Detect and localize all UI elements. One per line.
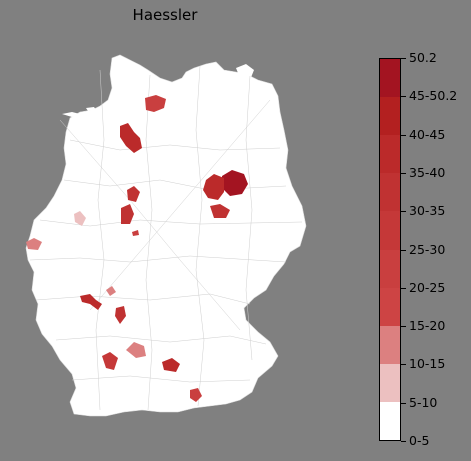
region-stuttgart-east [126, 342, 146, 358]
legend-swatch-35-40 [380, 135, 400, 174]
legend-tick [401, 402, 406, 404]
legend-swatch-30-35 [380, 173, 400, 212]
map-title: Haessler [132, 6, 198, 24]
region-frankfurt [106, 286, 116, 296]
legend-label-5-10: 5-10 [409, 394, 438, 410]
legend-label-30-35: 30-35 [409, 203, 446, 219]
region-allgaeu [190, 388, 202, 402]
region-berlin [222, 170, 248, 196]
region-aachen [26, 238, 42, 250]
baltic-islands [236, 64, 254, 80]
legend-label-40-45: 40-45 [409, 126, 446, 142]
region-ruhr-west [74, 211, 86, 226]
region-kiel [145, 95, 166, 112]
legend-label-15-20: 15-20 [409, 318, 446, 334]
legend-label-25-30: 25-30 [409, 241, 446, 257]
legend-label-35-40: 35-40 [409, 164, 446, 180]
north-sea-islands [62, 107, 96, 117]
legend-swatch-25-30 [380, 211, 400, 250]
legend-tick [401, 441, 406, 442]
legend-swatch-10-15 [380, 325, 400, 364]
region-brandenburg-south [210, 204, 230, 218]
legend-tick [401, 96, 406, 98]
legend-tick [401, 172, 406, 174]
region-kassel [121, 204, 134, 224]
region-hamburg [120, 123, 142, 153]
legend-tick [401, 58, 406, 59]
region-augsburg [162, 358, 180, 372]
region-rhein-neckar [115, 306, 126, 324]
legend-swatch-45-50.2 [380, 59, 400, 98]
region-stuttgart-west [102, 352, 118, 370]
legend-label-0-5: 0-5 [409, 433, 430, 448]
region-hessen-east [132, 230, 139, 236]
legend-tick [401, 364, 406, 366]
germany-choropleth-map [25, 54, 307, 417]
legend-label-45-50.2: 45-50.2 [409, 88, 458, 104]
legend-tick [401, 287, 406, 289]
legend-tick [401, 211, 406, 213]
region-brandenburg-west [203, 174, 224, 200]
legend-label-20-25: 20-25 [409, 279, 446, 295]
legend-swatch-5-10 [380, 363, 400, 402]
legend-tick [401, 134, 406, 136]
legend-swatch-20-25 [380, 249, 400, 288]
legend-label-max: 50.2 [409, 50, 437, 65]
legend-tick [401, 249, 406, 251]
legend-colorbar [379, 58, 401, 441]
district-borders [29, 65, 303, 411]
legend-swatch-0-5 [380, 401, 400, 440]
legend-tick [401, 326, 406, 328]
legend-swatch-40-45 [380, 97, 400, 136]
legend-swatch-15-20 [380, 287, 400, 326]
legend-label-10-15: 10-15 [409, 356, 446, 372]
region-saar-pfalz [80, 294, 102, 310]
region-hannover [127, 186, 140, 202]
